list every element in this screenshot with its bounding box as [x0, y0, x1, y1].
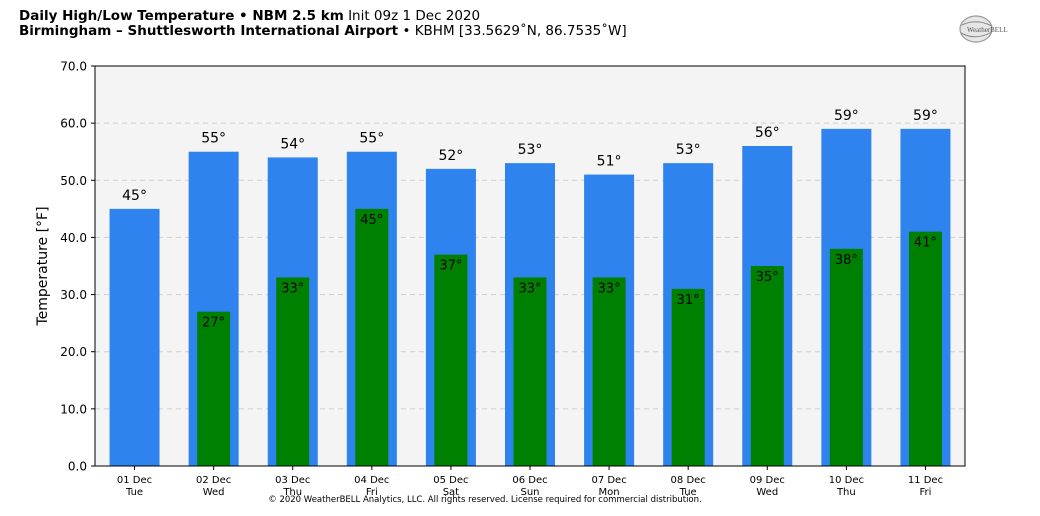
high-temp-label: 51° [597, 154, 622, 170]
low-temp-bar [197, 311, 231, 466]
low-temp-bar [276, 277, 310, 466]
init-time: Init 09z 1 Dec 2020 [348, 8, 481, 24]
copyright-text: © 2020 WeatherBELL Analytics, LLC. All r… [268, 495, 702, 505]
x-tick-day: Fri [919, 487, 931, 498]
high-temp-label: 59° [834, 108, 859, 124]
low-temp-label: 38° [835, 253, 858, 268]
low-temp-bar [355, 208, 389, 466]
low-temp-bar [671, 288, 705, 466]
plot-frame [94, 65, 966, 467]
y-tick-label: 50.0 [60, 174, 87, 188]
low-temp-label: 35° [756, 270, 779, 285]
chart-title: Daily High/Low Temperature • NBM 2.5 km [19, 8, 344, 24]
y-tick-label: 0.0 [68, 460, 87, 474]
x-tick-date: 06 Dec [512, 475, 547, 486]
low-temp-label: 41° [914, 236, 937, 251]
high-temp-label: 54° [280, 136, 305, 152]
x-tick-day: Mon [599, 487, 620, 498]
x-tick-day: Thu [836, 487, 856, 498]
y-tick-label: 10.0 [60, 402, 87, 416]
high-temp-label: 59° [913, 108, 938, 124]
low-temp-label: 33° [598, 281, 621, 296]
low-temp-bar [908, 231, 942, 466]
x-tick-date: 10 Dec [829, 475, 864, 486]
x-tick-day: Wed [756, 487, 778, 498]
x-tick-date: 04 Dec [354, 475, 389, 486]
high-temp-bar [109, 208, 160, 466]
x-tick-day: Tue [679, 487, 697, 498]
x-tick-day: Tue [125, 487, 143, 498]
high-temp-label: 55° [359, 131, 384, 147]
y-tick-label: 30.0 [60, 288, 87, 302]
x-tick-day: Sun [520, 487, 539, 498]
y-tick-label: 20.0 [60, 345, 87, 359]
x-tick-date: 03 Dec [275, 475, 310, 486]
x-tick-date: 11 Dec [908, 475, 943, 486]
x-tick-date: 08 Dec [671, 475, 706, 486]
x-tick-date: 05 Dec [433, 475, 468, 486]
low-temp-bar [750, 266, 784, 466]
x-tick-day: Wed [203, 487, 225, 498]
y-tick-label: 40.0 [60, 231, 87, 245]
high-temp-label: 53° [676, 142, 701, 158]
x-tick-date: 02 Dec [196, 475, 231, 486]
high-temp-label: 53° [518, 142, 543, 158]
x-tick-date: 07 Dec [591, 475, 626, 486]
station-coords: • KBHM [33.5629˚N, 86.7535˚W] [402, 23, 627, 39]
x-tick-day: Fri [366, 487, 378, 498]
low-temp-bar [434, 254, 468, 466]
low-temp-bar [513, 277, 547, 466]
low-temp-label: 37° [439, 259, 462, 274]
low-temp-label: 45° [360, 213, 383, 228]
logo-text: WeatherBELL [967, 26, 1008, 34]
x-tick-date: 01 Dec [117, 475, 152, 486]
high-temp-label: 55° [201, 131, 226, 147]
low-temp-bar [592, 277, 626, 466]
low-temp-label: 33° [281, 281, 304, 296]
high-temp-label: 56° [755, 125, 780, 141]
low-temp-label: 31° [677, 293, 700, 308]
x-tick-day: Sat [443, 487, 459, 498]
y-tick-label: 70.0 [60, 60, 87, 74]
low-temp-label: 33° [518, 281, 541, 296]
low-temp-bar [829, 248, 863, 466]
x-tick-day: Thu [282, 487, 302, 498]
low-temp-label: 27° [202, 316, 225, 331]
weatherbell-logo: WeatherBELL [959, 15, 1008, 43]
chart-header: Daily High/Low Temperature • NBM 2.5 km … [19, 9, 627, 39]
x-tick-date: 09 Dec [750, 475, 785, 486]
y-axis-label: Temperature [°F] [35, 206, 51, 326]
high-temp-label: 45° [122, 188, 147, 204]
y-tick-label: 60.0 [60, 117, 87, 131]
station-name: Birmingham – Shuttlesworth International… [19, 23, 399, 39]
high-temp-label: 52° [438, 148, 463, 164]
